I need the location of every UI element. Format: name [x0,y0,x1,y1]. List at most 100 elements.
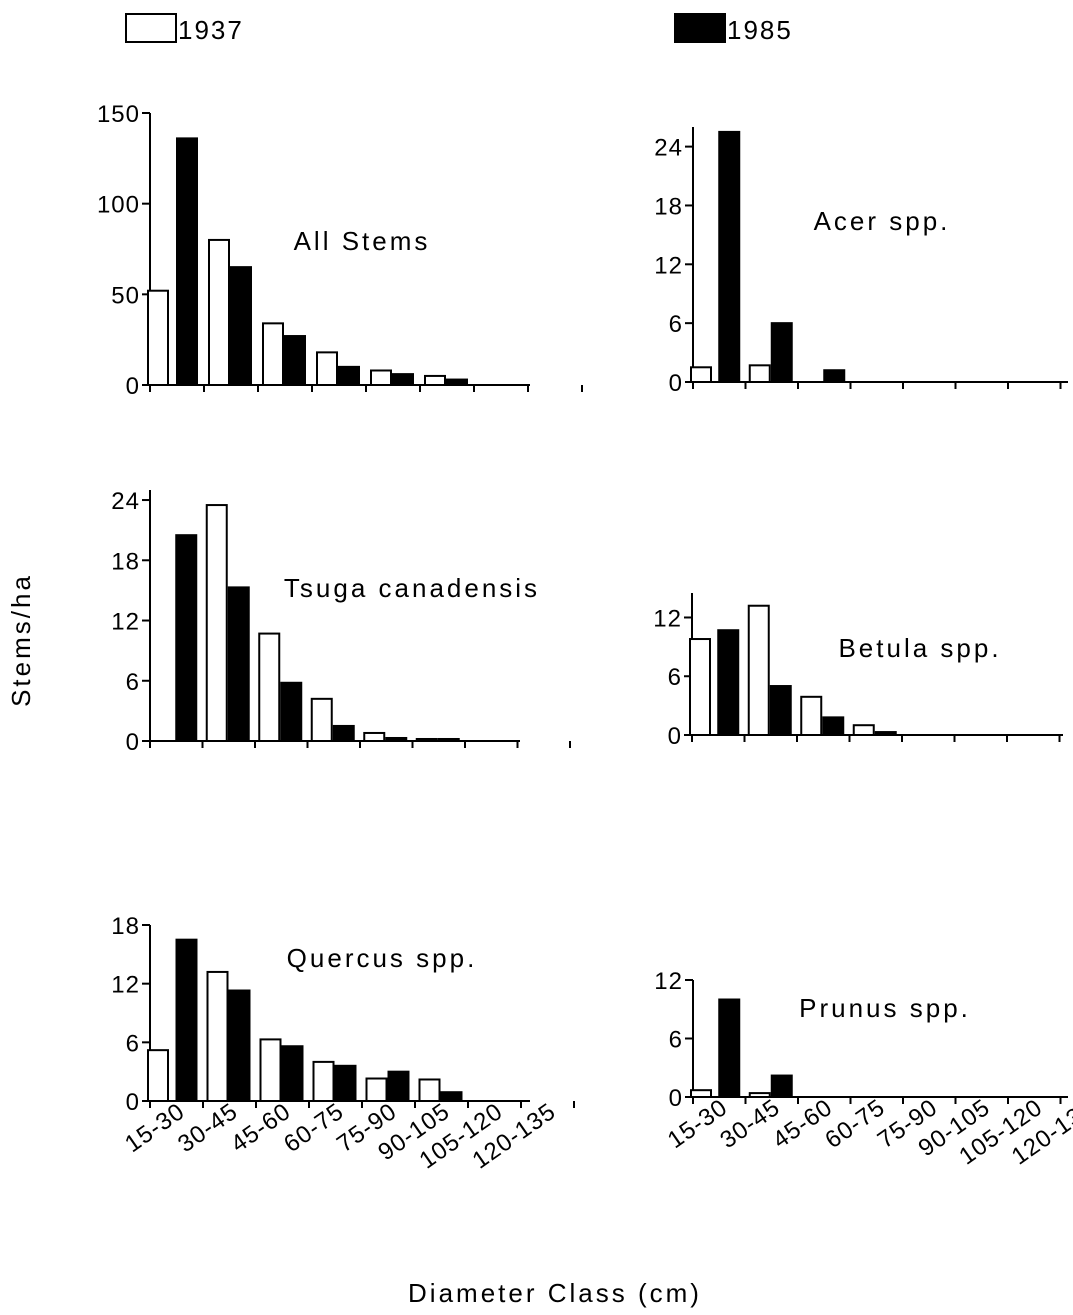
x-tick-label: 30-45 [715,1094,785,1154]
bar-1985-60-75 [332,724,355,743]
bar-1985-15-30 [176,137,198,386]
legend-label-1937: 1937 [178,15,244,45]
y-tick-label: 12 [111,609,140,636]
bar-1985-45-60 [823,369,846,384]
bar-1937-30-45 [748,1092,771,1098]
bar-1937-30-45 [748,364,771,384]
bar-1985-45-60 [281,1045,304,1102]
y-tick-label: 24 [111,488,140,515]
bar-1937-30-45 [747,604,770,736]
bar-1937-60-75 [852,724,875,737]
y-tick-label: 18 [111,913,140,940]
x-tick-label: 45-60 [768,1094,838,1154]
bar-1985-15-30 [717,629,740,737]
panel-title: Tsuga canadensis [284,573,540,603]
bar-1985-60-75 [874,731,897,737]
y-tick-label: 0 [669,1085,683,1112]
bar-1985-30-45 [769,685,792,737]
bar-1937-60-75 [312,1060,335,1103]
panel-title: Quercus spp. [287,943,478,973]
legend-label-1985: 1985 [727,15,793,45]
y-tick-label: 6 [669,1027,683,1054]
bar-1985-30-45 [230,266,252,386]
bar-1985-30-45 [770,1074,793,1099]
x-tick-label: 60-75 [820,1094,890,1154]
y-tick-label: 100 [97,192,140,219]
chart-panel-1: 0 50 100 150 All Stems [97,101,583,400]
chart-panel-4: 0 6 12 Betula spp. [653,593,1063,750]
x-tick-label: 60-75 [279,1098,349,1158]
legend-swatch-1985 [674,13,726,43]
bar-1937-15-30 [147,289,169,386]
bar-1937-90-105 [424,374,446,386]
bar-1985-15-30 [175,534,198,742]
panel-title: Prunus spp. [799,993,971,1023]
y-tick-label: 12 [654,968,683,995]
y-axis-title: Stems/ha [6,573,36,707]
x-tick-label: 30-45 [173,1098,243,1158]
y-tick-label: 6 [668,664,682,691]
bar-1937-90-105 [415,737,438,743]
x-tick-label: 45-60 [226,1098,296,1158]
bar-1937-60-75 [316,351,338,386]
y-tick-label: 50 [111,282,140,309]
bar-1937-15-30 [690,1089,712,1099]
y-tick-label: 24 [654,135,683,162]
y-tick-label: 0 [126,1089,140,1116]
bar-1937-30-45 [205,504,228,742]
panels: 0 50 100 150 All Stems 0 6 12 18 24 Acer spp. 0 6 12 1… [97,101,1073,1174]
bar-1985-30-45 [770,322,793,383]
bar-1937-45-60 [258,632,281,743]
bar-1985-75-90 [392,373,414,386]
bar-1937-60-75 [310,697,333,742]
x-axis-title: Diameter Class (cm) [408,1278,702,1308]
bar-1937-75-90 [365,1077,388,1102]
y-tick-label: 12 [654,252,683,279]
bar-1937-15-30 [690,366,712,383]
bar-1985-15-30 [175,938,198,1103]
bar-1985-45-60 [280,681,303,743]
chart-panel-3: 0 6 12 18 24 Tsuga canadensis [111,488,571,756]
bar-1985-60-75 [338,365,360,387]
y-tick-label: 18 [654,193,683,220]
bar-1937-30-45 [208,238,230,386]
bar-1985-45-60 [284,335,306,387]
chart-panel-2: 0 6 12 18 24 Acer spp. [654,127,1068,397]
y-tick-label: 0 [668,723,682,750]
bar-1985-45-60 [822,716,845,737]
bar-1937-75-90 [363,731,386,743]
bar-1985-15-30 [718,130,741,383]
bar-1937-45-60 [259,1038,282,1103]
bar-1937-30-45 [206,970,229,1103]
y-tick-label: 12 [111,972,140,999]
legend: 1937 1985 [125,13,793,45]
bar-1985-75-90 [385,736,408,742]
legend-swatch-1937 [125,13,177,43]
y-tick-label: 150 [97,101,140,128]
bar-1937-75-90 [370,369,392,387]
bar-1985-15-30 [718,998,741,1098]
bar-1985-75-90 [387,1070,410,1102]
bar-1985-90-105 [446,378,468,386]
y-tick-label: 0 [669,370,683,397]
bar-1937-15-30 [689,638,711,736]
bar-1937-90-105 [418,1078,441,1103]
bar-1985-90-105 [437,737,460,743]
bar-1985-30-45 [227,586,250,742]
bar-1937-15-30 [147,1049,169,1102]
panel-title: Acer spp. [814,206,951,236]
bar-1937-45-60 [800,695,823,736]
panel-title: Betula spp. [838,633,1001,663]
bar-1937-45-60 [262,322,284,387]
bar-1985-30-45 [228,989,251,1102]
y-tick-label: 6 [126,669,140,696]
y-tick-label: 0 [126,729,140,756]
y-tick-label: 6 [669,311,683,338]
y-tick-label: 0 [126,373,140,400]
y-tick-label: 18 [111,548,140,575]
bar-1985-60-75 [334,1064,357,1103]
y-tick-label: 6 [126,1030,140,1057]
